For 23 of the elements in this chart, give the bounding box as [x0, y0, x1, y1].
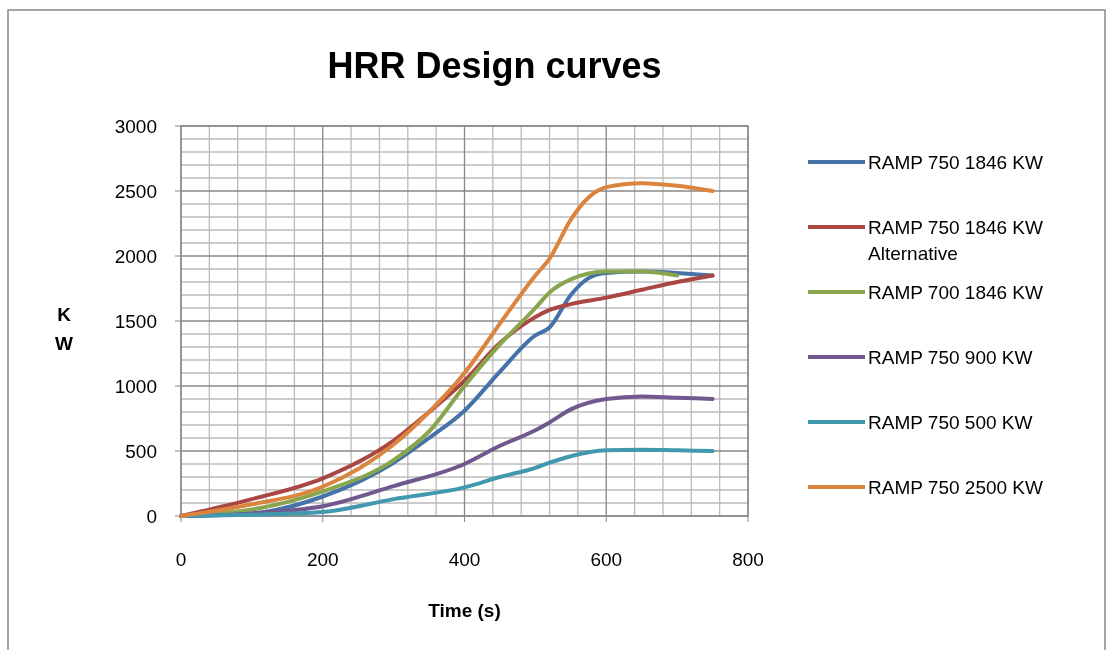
y-tick-label: 3000	[114, 116, 157, 137]
x-tick-label: 0	[175, 549, 187, 570]
y-tick-label: 500	[125, 441, 157, 462]
chart-title: HRR Design curves	[327, 45, 662, 86]
line-series	[179, 181, 715, 518]
y-axis-title: KW	[55, 304, 74, 354]
x-tick-label: 600	[590, 549, 623, 570]
legend-label: RAMP 750 1846 KW Alternative	[868, 217, 1044, 264]
y-tick-label: 2500	[114, 181, 157, 202]
legend-label: RAMP 700 1846 KW	[868, 282, 1044, 303]
y-tick-label: 2000	[114, 246, 157, 267]
x-axis-title: Time (s)	[428, 600, 501, 621]
x-tick-label: 800	[732, 549, 764, 570]
x-tick-label: 200	[306, 549, 339, 570]
legend-label: RAMP 750 1846 KW	[868, 152, 1044, 173]
legend-label: RAMP 750 500 KW	[868, 412, 1033, 433]
line-series	[179, 447, 715, 518]
legend-label: RAMP 750 2500 KW	[868, 477, 1044, 498]
y-tick-label: 1000	[114, 376, 157, 397]
x-tick-label: 400	[448, 549, 481, 570]
legend-label: RAMP 750 900 KW	[868, 347, 1033, 368]
y-tick-label: 1500	[114, 311, 157, 332]
y-tick-label: 0	[146, 506, 157, 527]
